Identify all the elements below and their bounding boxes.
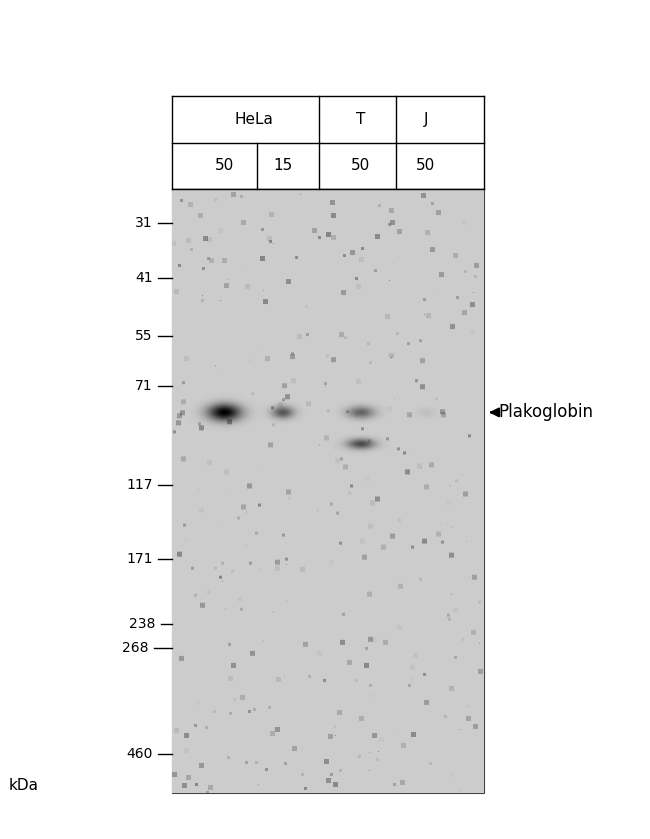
Text: Plakoglobin: Plakoglobin bbox=[499, 404, 593, 421]
Text: 41: 41 bbox=[135, 271, 153, 285]
Text: HeLa: HeLa bbox=[234, 112, 273, 127]
Text: 50: 50 bbox=[351, 159, 370, 173]
Text: 460: 460 bbox=[126, 748, 153, 761]
Text: 117: 117 bbox=[126, 477, 153, 492]
Text: 50: 50 bbox=[416, 159, 436, 173]
Text: J: J bbox=[424, 112, 428, 127]
Text: 15: 15 bbox=[273, 159, 292, 173]
Bar bbox=[172, 189, 484, 793]
Text: 50: 50 bbox=[214, 159, 234, 173]
Text: kDa: kDa bbox=[9, 778, 39, 793]
Text: 268: 268 bbox=[122, 641, 149, 654]
Text: 55: 55 bbox=[135, 329, 153, 343]
Text: 31: 31 bbox=[135, 216, 153, 231]
Text: 171: 171 bbox=[126, 552, 153, 566]
Text: T: T bbox=[356, 112, 365, 127]
Text: 71: 71 bbox=[135, 379, 153, 393]
Text: 238: 238 bbox=[129, 618, 155, 632]
